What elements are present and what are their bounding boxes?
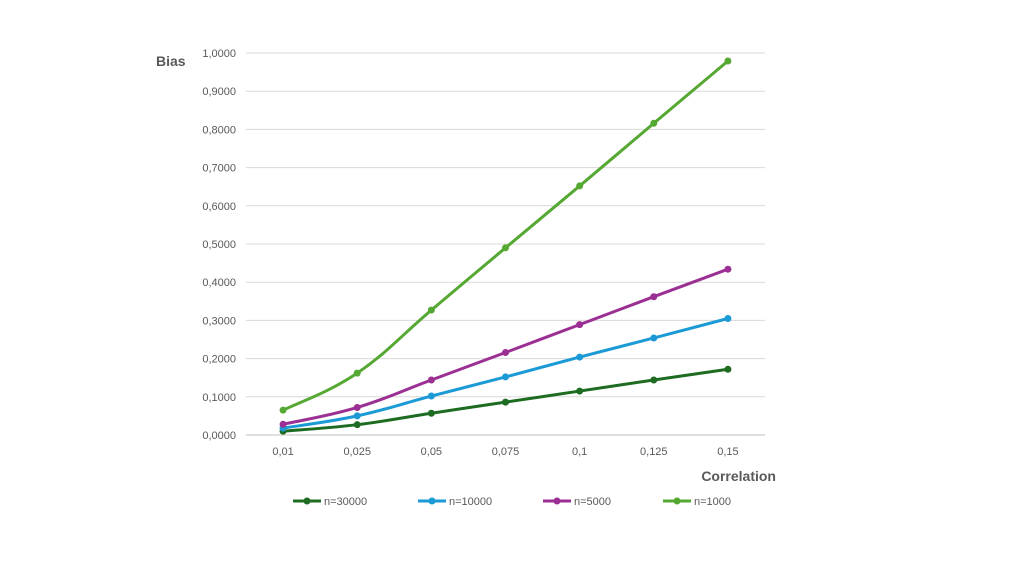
legend: n=30000 n=10000 n=5000 n=1000 [293,496,731,508]
data-point [576,182,584,190]
data-point [353,412,361,420]
legend-label: n=10000 [449,496,492,508]
series-n1000 [279,57,732,414]
x-tick-label: 0,1 [572,446,587,458]
series-line [281,316,730,430]
y-tick-label: 0,5000 [202,239,236,251]
data-point [353,421,361,429]
x-tick-label: 0,05 [421,446,442,458]
series-line [281,59,730,412]
legend-item: n=10000 [418,496,492,508]
y-tick-label: 0,7000 [202,163,236,175]
x-tick-label: 0,15 [717,446,738,458]
gridlines [246,52,765,436]
y-tick-label: 0,6000 [202,201,236,213]
data-point [650,334,658,342]
legend-label: n=1000 [694,496,731,508]
data-point [427,376,435,384]
data-point [650,376,658,384]
x-axis-title: Correlation [701,468,776,484]
y-axis-ticks: 0,0000 0,1000 0,2000 0,3000 0,4000 0,5000 0,60… [202,48,236,442]
x-tick-label: 0,025 [343,446,371,458]
legend-swatch-marker [553,497,561,505]
data-point [279,420,287,428]
legend-label: n=5000 [574,496,611,508]
data-point [724,265,732,273]
data-point [650,293,658,301]
x-axis-ticks: 0,01 0,025 0,05 0,075 0,1 0,125 0,15 [272,446,738,458]
data-point [576,321,584,329]
y-tick-label: 0,0000 [202,430,236,442]
data-point [502,398,509,406]
y-tick-label: 0,9000 [202,86,236,98]
data-point [502,373,509,381]
x-tick-label: 0,125 [640,446,668,458]
y-tick-label: 0,8000 [202,124,236,136]
legend-swatch-marker [673,497,681,505]
legend-item: n=30000 [293,496,367,508]
legend-item: n=5000 [543,496,611,508]
data-point [353,403,361,411]
series-n5000 [279,265,732,428]
data-point [427,409,435,417]
data-point [576,353,584,361]
data-point [502,348,509,356]
legend-swatch-marker [428,497,436,505]
legend-item: n=1000 [663,496,731,508]
y-axis-title: Bias [156,53,186,69]
data-point [427,306,435,314]
data-point [576,387,584,395]
data-point [650,119,658,127]
legend-swatch-marker [303,497,311,505]
y-tick-label: 1,0000 [202,48,236,60]
data-point [353,369,361,377]
series-lines [279,57,732,435]
series-n10000 [279,314,732,432]
data-point [502,244,509,252]
data-point [427,392,435,400]
y-tick-label: 0,4000 [202,277,236,289]
data-point [724,314,732,322]
data-point [724,57,732,65]
x-tick-label: 0,075 [492,446,520,458]
y-tick-label: 0,1000 [202,392,236,404]
y-tick-label: 0,3000 [202,315,236,327]
x-tick-label: 0,01 [272,446,293,458]
data-point [279,406,287,414]
data-point [724,365,732,373]
y-tick-label: 0,2000 [202,354,236,366]
legend-label: n=30000 [324,496,367,508]
